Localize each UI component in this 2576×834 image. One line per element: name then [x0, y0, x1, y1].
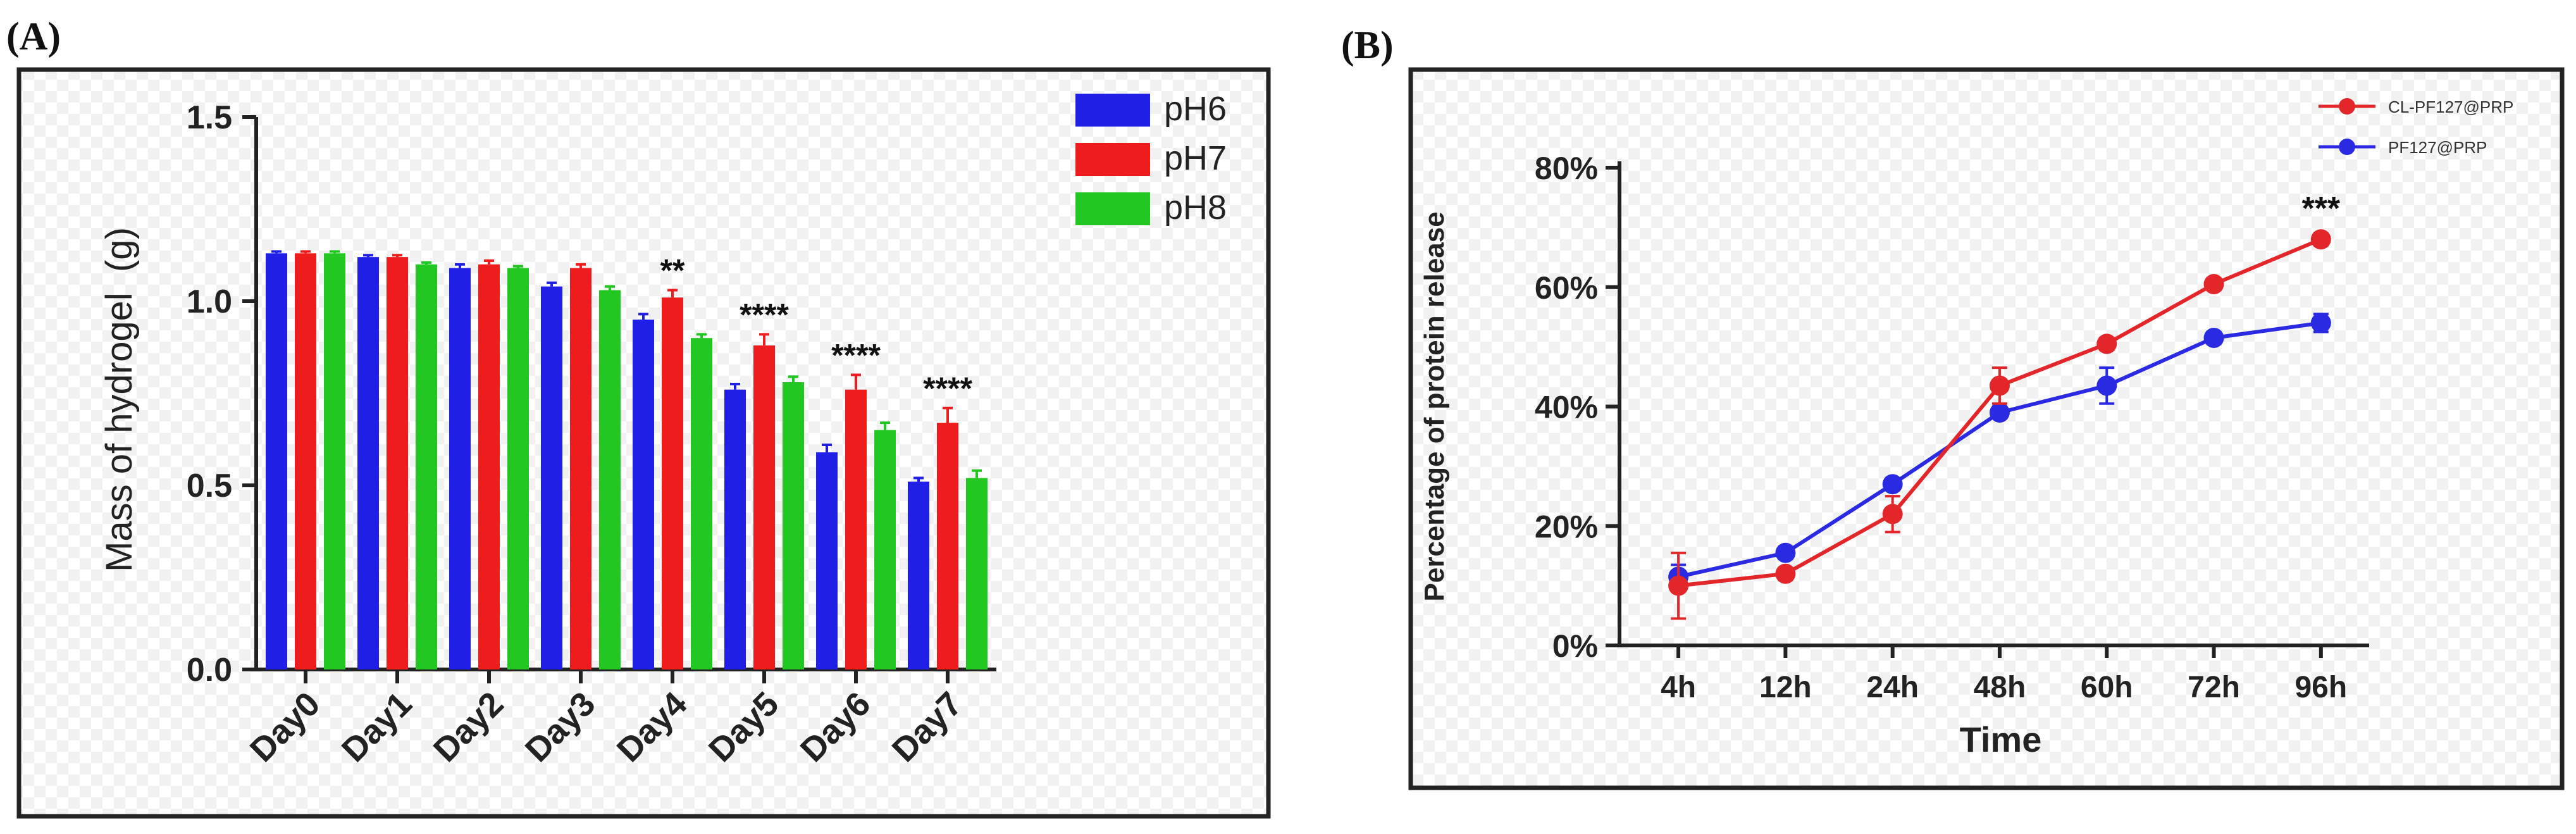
bar-ph7-day0: [295, 253, 316, 670]
bar-ph8-day7: [966, 478, 988, 669]
bar-ph7-day5: [753, 345, 775, 669]
bar-ph7-day4: [662, 297, 683, 669]
x-axis-label: Time: [1960, 719, 2042, 759]
panel-b-letter: (B): [1341, 24, 1394, 67]
bar-ph6-day2: [449, 268, 471, 669]
x-tick-label: 48h: [1974, 671, 2026, 704]
data-point-cl-pf127@prp-72h: [2203, 274, 2224, 295]
legend-marker-cl-pf127@prp: [2339, 98, 2355, 115]
data-point-cl-pf127@prp-96h: [2310, 229, 2331, 250]
significance-marker: ****: [740, 297, 789, 332]
bar-ph7-day6: [845, 389, 867, 669]
bar-ph6-day4: [633, 320, 654, 670]
y-tick-label: 20%: [1535, 509, 1598, 544]
y-axis-label: Percentage of protein release: [1419, 211, 1450, 601]
bar-ph7-day3: [570, 268, 591, 669]
bar-ph6-day5: [724, 389, 746, 669]
legend-label-ph8: pH8: [1164, 189, 1227, 227]
significance-marker: **: [660, 253, 685, 289]
legend-swatch-ph8: [1075, 192, 1150, 225]
panel-a-letter: (A): [6, 15, 61, 58]
data-point-pf127@prp-48h: [1989, 402, 2010, 423]
y-tick-label: 60%: [1535, 270, 1598, 306]
x-tick-label: 96h: [2294, 671, 2347, 704]
data-point-pf127@prp-72h: [2203, 327, 2224, 348]
y-tick-label: 40%: [1535, 390, 1598, 425]
significance-marker: ***: [2301, 190, 2340, 227]
panel-b-frame: [1408, 67, 2565, 790]
significance-marker: ****: [923, 371, 972, 406]
data-point-pf127@prp-60h: [2096, 375, 2117, 396]
bar-ph8-day3: [599, 290, 621, 669]
legend-label: CL-PF127@PRP: [2388, 97, 2513, 116]
x-tick-label: 12h: [1759, 671, 1812, 704]
bar-ph8-day1: [416, 264, 437, 669]
y-axis-label: Mass of hydrogel (g): [99, 227, 140, 572]
x-tick-label: 24h: [1866, 671, 1919, 704]
bar-ph6-day6: [816, 452, 838, 669]
legend-label: PF127@PRP: [2388, 138, 2487, 157]
y-tick-label: 80%: [1535, 151, 1598, 186]
bar-ph8-day5: [783, 382, 804, 669]
bar-ph7-day7: [937, 423, 958, 669]
data-point-pf127@prp-96h: [2310, 313, 2331, 333]
legend-swatch-ph7: [1075, 143, 1150, 176]
bar-ph8-day2: [507, 268, 529, 669]
bar-ph8-day0: [324, 253, 345, 670]
bar-ph8-day4: [691, 338, 712, 669]
data-point-cl-pf127@prp-12h: [1775, 563, 1796, 584]
x-tick-label: 72h: [2188, 671, 2240, 704]
y-tick-label: 0.0: [187, 652, 232, 688]
data-point-cl-pf127@prp-24h: [1882, 504, 1903, 525]
bar-ph6-day7: [908, 482, 929, 669]
bar-ph8-day6: [874, 430, 896, 669]
y-tick-label: 0%: [1552, 628, 1598, 664]
y-tick-label: 1.5: [187, 99, 232, 136]
data-point-pf127@prp-24h: [1882, 474, 1903, 495]
x-tick-label: 60h: [2081, 671, 2133, 704]
bar-ph6-day3: [541, 286, 562, 670]
legend-swatch-ph6: [1075, 94, 1150, 127]
data-point-pf127@prp-12h: [1775, 542, 1796, 563]
data-point-cl-pf127@prp-48h: [1989, 375, 2010, 396]
line-chart-release: 0% 20% 40% 60% 80% Percentage of protein rele…: [1419, 97, 2513, 759]
bar-ph6-day1: [357, 257, 379, 669]
legend-label-ph6: pH6: [1164, 90, 1227, 128]
data-point-cl-pf127@prp-60h: [2096, 333, 2117, 354]
y-tick-label: 0.5: [187, 468, 232, 504]
legend-marker-pf127@prp: [2339, 139, 2355, 155]
y-tick-label: 1.0: [187, 283, 232, 320]
bar-ph7-day2: [478, 264, 500, 669]
bar-ph7-day1: [387, 257, 408, 669]
bar-ph6-day0: [266, 253, 287, 670]
x-tick-label: 4h: [1661, 671, 1696, 704]
data-point-cl-pf127@prp-4h: [1668, 575, 1689, 596]
panel-b: (B) 0% 20% 40% 60% 80% Percentage of protein …: [1341, 24, 2565, 790]
significance-marker: ****: [831, 337, 881, 373]
legend-label-ph7: pH7: [1164, 139, 1227, 177]
